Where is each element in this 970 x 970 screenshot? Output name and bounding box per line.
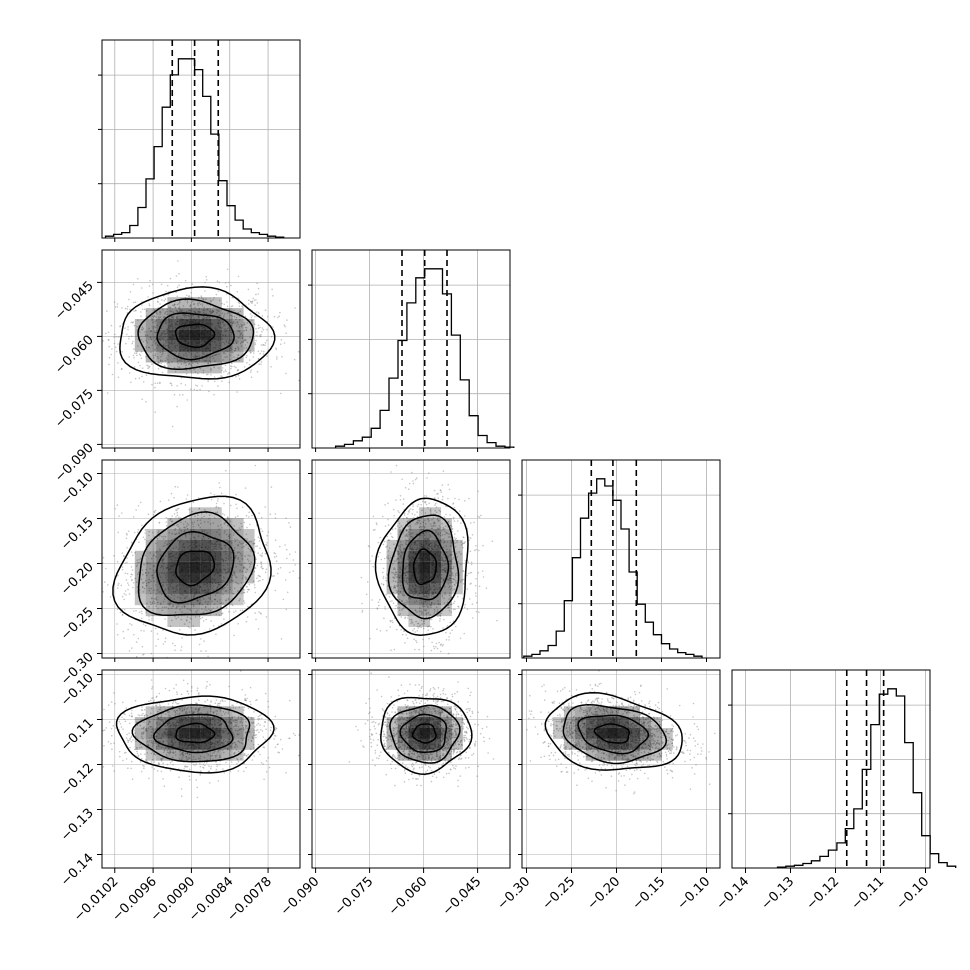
contour-2-1-0 <box>412 548 438 586</box>
panel-frame-3-2 <box>521 669 721 869</box>
y-tick-label-3-3: −0.11 <box>58 716 97 755</box>
x-tick-label-2-3: −0.15 <box>630 874 669 913</box>
contour-2-1-2 <box>387 514 460 620</box>
panel-frame-2-1 <box>311 459 511 659</box>
density-cells-2-0 <box>134 507 255 627</box>
histogram-steps-0 <box>104 58 285 238</box>
histogram-panel-0 <box>98 39 301 239</box>
contour-3-0-1 <box>153 713 234 754</box>
x-tick-label-2-4: −0.10 <box>675 874 714 913</box>
x-tick-label-3-2: −0.12 <box>804 874 843 913</box>
x-tick-label-2-0: −0.30 <box>495 874 534 913</box>
x-tick-label-3-4: −0.10 <box>894 874 933 913</box>
contour-2-0-0 <box>175 550 216 587</box>
contour-3-1-0 <box>411 723 437 744</box>
scatter-panel-3-0 <box>101 669 301 869</box>
contour-3-0-2 <box>131 704 251 763</box>
x-tick-label-1-2: −0.060 <box>386 874 431 919</box>
contour-3-2-2 <box>562 704 667 765</box>
x-tick-label-1-1: −0.075 <box>332 874 377 919</box>
panel-frame-3-0 <box>101 669 301 869</box>
x-tick-label-1-0: −0.090 <box>278 874 323 919</box>
scatter-panel-2-0 <box>101 459 301 659</box>
contour-2-1-1 <box>401 529 450 601</box>
panel-frame-1-1 <box>311 249 511 449</box>
y-tick-label-1-2: −0.060 <box>52 333 97 378</box>
contour-3-1-2 <box>389 704 461 764</box>
density-cells-3-0 <box>134 706 255 761</box>
contour-3-1-3 <box>380 696 473 775</box>
y-tick-label-2-2: −0.20 <box>58 560 97 599</box>
contour-2-0-3 <box>112 495 272 636</box>
contour-3-2-0 <box>593 723 630 744</box>
panel-frame-2-0 <box>101 459 301 659</box>
panel-frame-1-0 <box>101 249 301 449</box>
contour-2-1-3 <box>374 497 469 636</box>
histogram-panel-1 <box>308 249 515 449</box>
y-tick-label-2-3: −0.15 <box>58 515 97 554</box>
x-tick-label-3-1: −0.13 <box>759 874 798 913</box>
histogram-panel-2 <box>518 459 721 659</box>
scatter-panel-3-1 <box>311 669 511 869</box>
panel-frame-3-3 <box>731 669 931 869</box>
histogram-steps-3 <box>776 688 957 868</box>
x-tick-label-3-0: −0.14 <box>714 874 753 913</box>
panel-frame-2-2 <box>521 459 721 659</box>
contour-3-2-1 <box>577 714 650 755</box>
scatter-panel-1-0 <box>101 249 301 449</box>
x-tick-label-2-2: −0.20 <box>585 874 624 913</box>
contour-2-0-2 <box>137 511 256 617</box>
contour-1-0-0 <box>174 323 216 349</box>
x-tick-label-2-1: −0.25 <box>540 874 579 913</box>
contour-3-1-1 <box>399 713 448 753</box>
histogram-panel-3 <box>728 669 957 869</box>
contour-3-2-3 <box>544 691 683 771</box>
scatter-panel-3-2 <box>521 669 721 869</box>
contour-1-0-1 <box>156 312 235 361</box>
density-cells-2-1 <box>386 507 463 627</box>
panel-frame-0-0 <box>101 39 301 239</box>
y-tick-label-2-1: −0.25 <box>58 605 97 644</box>
y-tick-label-3-0: −0.14 <box>58 851 97 890</box>
contour-1-0-3 <box>119 286 276 380</box>
y-tick-label-3-1: −0.13 <box>58 806 97 845</box>
contour-2-0-1 <box>156 530 235 604</box>
histogram-steps-1 <box>334 268 515 448</box>
contour-3-0-3 <box>115 695 275 774</box>
x-tick-label-1-3: −0.045 <box>440 874 485 919</box>
x-tick-label-3-3: −0.11 <box>849 874 888 913</box>
y-tick-label-3-2: −0.12 <box>58 761 97 800</box>
contour-3-0-0 <box>175 722 216 744</box>
y-tick-label-1-1: −0.075 <box>52 387 97 432</box>
contour-1-0-2 <box>137 298 255 371</box>
panel-frame-3-1 <box>311 669 511 869</box>
scatter-panel-2-1 <box>311 459 511 659</box>
y-tick-label-1-3: −0.045 <box>52 279 97 324</box>
